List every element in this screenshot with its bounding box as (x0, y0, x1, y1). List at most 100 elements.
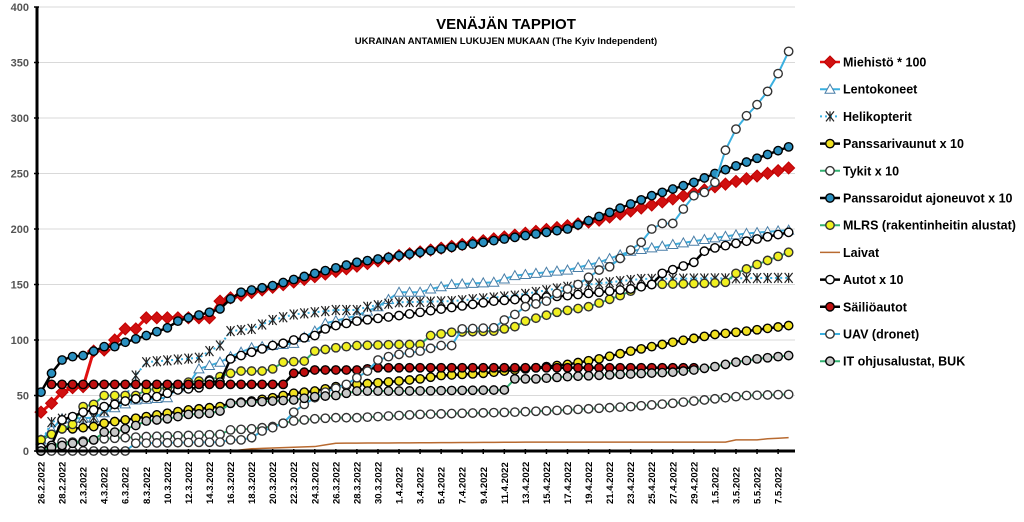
legend-label: Helikopterit (843, 110, 913, 124)
data-point (99, 390, 110, 401)
data-point (394, 349, 404, 360)
data-point (78, 422, 89, 433)
legend-label: Miehistö * 100 (843, 56, 926, 70)
data-point (499, 362, 510, 373)
data-point (667, 218, 678, 229)
data-point (415, 362, 425, 373)
series-9 (46, 362, 699, 390)
data-point (99, 379, 110, 390)
data-point (478, 407, 489, 418)
data-point (299, 367, 310, 378)
data-point (215, 437, 225, 448)
data-point (214, 356, 226, 367)
data-point (373, 340, 383, 350)
data-point (783, 46, 794, 57)
data-point (383, 411, 394, 421)
data-point (236, 434, 246, 445)
data-point (688, 333, 699, 344)
data-point (499, 385, 510, 395)
data-point (636, 343, 647, 354)
data-point (615, 348, 626, 359)
data-point (162, 355, 172, 366)
data-point (394, 376, 404, 386)
data-point (236, 287, 246, 298)
data-point (699, 395, 710, 405)
data-point (383, 351, 394, 362)
data-point (320, 413, 331, 424)
data-point (351, 386, 362, 396)
x-tick-label: 1.4.2022 (395, 467, 406, 504)
data-point (373, 377, 383, 388)
data-point (278, 379, 289, 390)
data-point (656, 240, 669, 251)
data-point (55, 385, 69, 399)
data-point (299, 415, 310, 425)
data-point (299, 271, 310, 282)
data-point (162, 379, 173, 390)
data-point (425, 372, 436, 383)
data-point (278, 418, 289, 429)
data-point (225, 294, 236, 304)
data-point (436, 362, 447, 373)
data-point (688, 235, 700, 246)
data-point (520, 406, 531, 417)
data-point (604, 294, 615, 305)
data-point (425, 305, 436, 316)
data-point (677, 236, 690, 248)
legend-marker (825, 193, 835, 203)
data-point (404, 347, 415, 358)
data-point (731, 391, 741, 402)
data-point (657, 399, 668, 410)
data-point (341, 365, 352, 375)
x-tick-label: 12.3.2022 (184, 462, 195, 504)
x-tick-label: 3.5.2022 (731, 467, 742, 504)
data-point (499, 234, 510, 244)
data-point (760, 166, 775, 181)
legend-item: UAV (dronet) (820, 328, 919, 342)
data-point (488, 362, 499, 373)
data-point (67, 379, 78, 390)
data-point (572, 261, 584, 272)
data-point (88, 434, 99, 445)
x-tick-label: 23.4.2022 (626, 462, 637, 504)
data-point (288, 335, 299, 345)
data-point (762, 86, 773, 97)
data-point (425, 330, 436, 341)
data-point (425, 343, 436, 354)
data-point (151, 438, 162, 448)
data-point (267, 280, 278, 291)
data-point (46, 379, 57, 390)
data-point (773, 145, 783, 156)
data-point (720, 328, 731, 339)
data-point (615, 203, 626, 214)
data-point (636, 400, 647, 411)
data-point (720, 392, 731, 403)
data-point (404, 386, 415, 396)
data-point (394, 296, 404, 308)
data-point (215, 406, 225, 416)
x-tick-label: 16.3.2022 (226, 462, 237, 504)
data-point (605, 276, 615, 288)
data-point (215, 379, 225, 390)
chart-subtitle: UKRAINAN ANTAMIEN LUKUJEN MUKAAN (The Ky… (355, 36, 657, 47)
data-point (636, 194, 647, 205)
data-point (541, 296, 552, 307)
data-point (625, 245, 636, 255)
data-point (604, 261, 615, 272)
x-tick-label: 4.3.2022 (100, 467, 111, 504)
data-point (741, 390, 752, 401)
data-point (771, 163, 785, 178)
legend-item: Miehistö * 100 (820, 55, 926, 70)
y-tick-label: 0 (23, 446, 29, 458)
data-point (646, 190, 657, 201)
data-point (552, 307, 562, 318)
data-point (257, 396, 268, 407)
data-point (194, 379, 204, 390)
data-point (246, 285, 257, 295)
data-point (99, 427, 110, 438)
data-point (541, 227, 552, 238)
x-tick-label: 5.4.2022 (437, 467, 448, 504)
data-point (99, 341, 110, 352)
data-point (130, 420, 141, 431)
data-point (520, 301, 531, 312)
